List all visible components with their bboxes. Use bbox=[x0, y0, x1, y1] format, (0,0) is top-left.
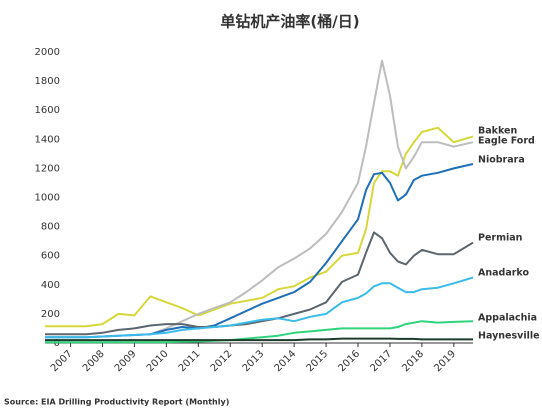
y-tick-label: 600 bbox=[41, 251, 60, 262]
series-label: Anadarko bbox=[478, 268, 529, 279]
x-tick-label: 2019 bbox=[432, 348, 458, 374]
x-tick-label: 2018 bbox=[400, 348, 426, 374]
x-tick-label: 2009 bbox=[113, 348, 139, 374]
x-tick-label: 2013 bbox=[241, 348, 267, 374]
y-tick-label: 800 bbox=[41, 222, 60, 233]
series-line bbox=[45, 320, 474, 344]
y-tick-label: 1800 bbox=[35, 76, 60, 87]
y-tick-label: 1400 bbox=[35, 134, 60, 145]
y-tick-label: 1200 bbox=[35, 163, 60, 174]
series-label: Haynesville bbox=[478, 331, 540, 342]
x-tick-label: 2016 bbox=[336, 348, 362, 374]
x-tick-label: 2012 bbox=[209, 348, 235, 374]
x-tick-label: 2017 bbox=[368, 348, 394, 374]
y-tick-label: 1000 bbox=[35, 193, 60, 204]
series-label: Eagle Ford bbox=[478, 136, 535, 147]
series-line bbox=[45, 231, 474, 336]
series-label: Permian bbox=[478, 233, 523, 244]
series-label: Appalachia bbox=[478, 313, 537, 324]
series-line bbox=[45, 163, 474, 339]
series-line bbox=[45, 337, 473, 342]
series-label: Bakken bbox=[478, 126, 517, 137]
x-tick-label: 2014 bbox=[273, 348, 299, 374]
x-tick-label: 2015 bbox=[305, 348, 331, 374]
x-tick-label: 2010 bbox=[145, 348, 171, 374]
x-tick-label: 2008 bbox=[81, 348, 107, 374]
series-line bbox=[45, 276, 474, 339]
y-tick-label: 1600 bbox=[35, 105, 60, 116]
x-tick-label: 2011 bbox=[177, 348, 203, 374]
x-tick-label: 2007 bbox=[49, 348, 75, 374]
chart-title: 单钻机产油率(桶/日) bbox=[220, 13, 359, 31]
series-line bbox=[45, 126, 474, 328]
y-tick-label: 400 bbox=[41, 280, 60, 291]
y-tick-label: 200 bbox=[41, 309, 60, 320]
source-note: Source: EIA Drilling Productivity Report… bbox=[4, 398, 229, 407]
series-line bbox=[150, 59, 474, 336]
series-label: Niobrara bbox=[478, 155, 525, 166]
y-tick-label: 2000 bbox=[35, 47, 60, 58]
